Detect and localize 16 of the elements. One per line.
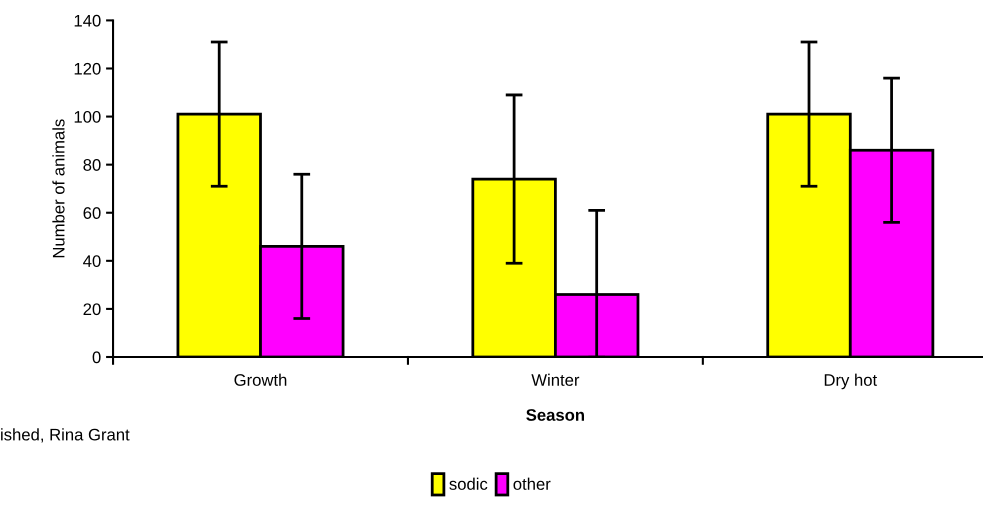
y-tick-label: 60 xyxy=(84,207,101,219)
legend-label: other xyxy=(513,478,551,490)
x-tick-label: Dry hot xyxy=(824,374,878,390)
text: ished, Rina Grant xyxy=(1,428,130,442)
y-tick-label: 20 xyxy=(84,303,101,316)
y-tick-label: 100 xyxy=(74,110,101,123)
y-axis-title: Number of animals xyxy=(52,119,65,258)
y-tick-label: 140 xyxy=(74,14,101,27)
y-tick-label: 80 xyxy=(83,159,101,171)
x-tick-label: Winter xyxy=(531,374,580,386)
x-axis-title: Season xyxy=(526,409,584,421)
y-tick-label: 40 xyxy=(83,255,101,268)
x-tick-label: Growth xyxy=(234,374,286,386)
y-tick-label: 0 xyxy=(92,351,101,364)
legend-label: sodic xyxy=(449,478,488,490)
y-tick-label: 120 xyxy=(74,62,101,75)
